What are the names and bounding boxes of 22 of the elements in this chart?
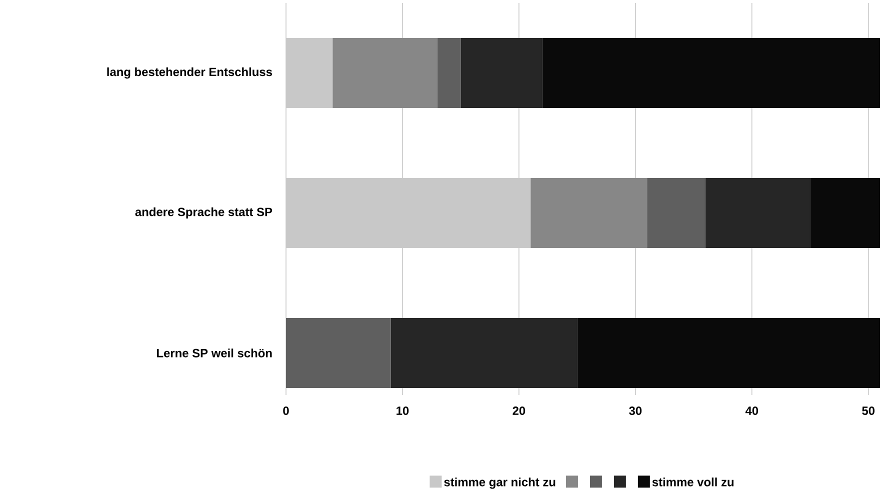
x-tick-label: 0 [283, 406, 289, 415]
x-tick-label: 10 [396, 406, 409, 415]
legend-label: stimme voll zu [652, 478, 734, 486]
y-tick-label: lang bestehender Entschluss [107, 67, 272, 79]
y-tick-label: Lerne SP weil schön [157, 348, 272, 358]
legend-label: stimme gar nicht zu [444, 478, 556, 489]
bar [332, 38, 438, 108]
bar [390, 318, 578, 388]
bar [577, 318, 880, 388]
bar [460, 38, 542, 108]
bar [647, 178, 706, 248]
bar [542, 38, 880, 108]
bar [437, 38, 461, 108]
x-tick-label: 50 [862, 406, 875, 415]
bar [530, 178, 648, 248]
bar [286, 318, 391, 388]
bar [810, 178, 880, 248]
y-tick-label: andere Sprache statt SP [135, 207, 272, 219]
bar [705, 178, 810, 248]
x-tick-label: 40 [745, 406, 758, 415]
x-tick-label: 30 [629, 406, 642, 415]
x-tick-label: 20 [512, 406, 526, 415]
